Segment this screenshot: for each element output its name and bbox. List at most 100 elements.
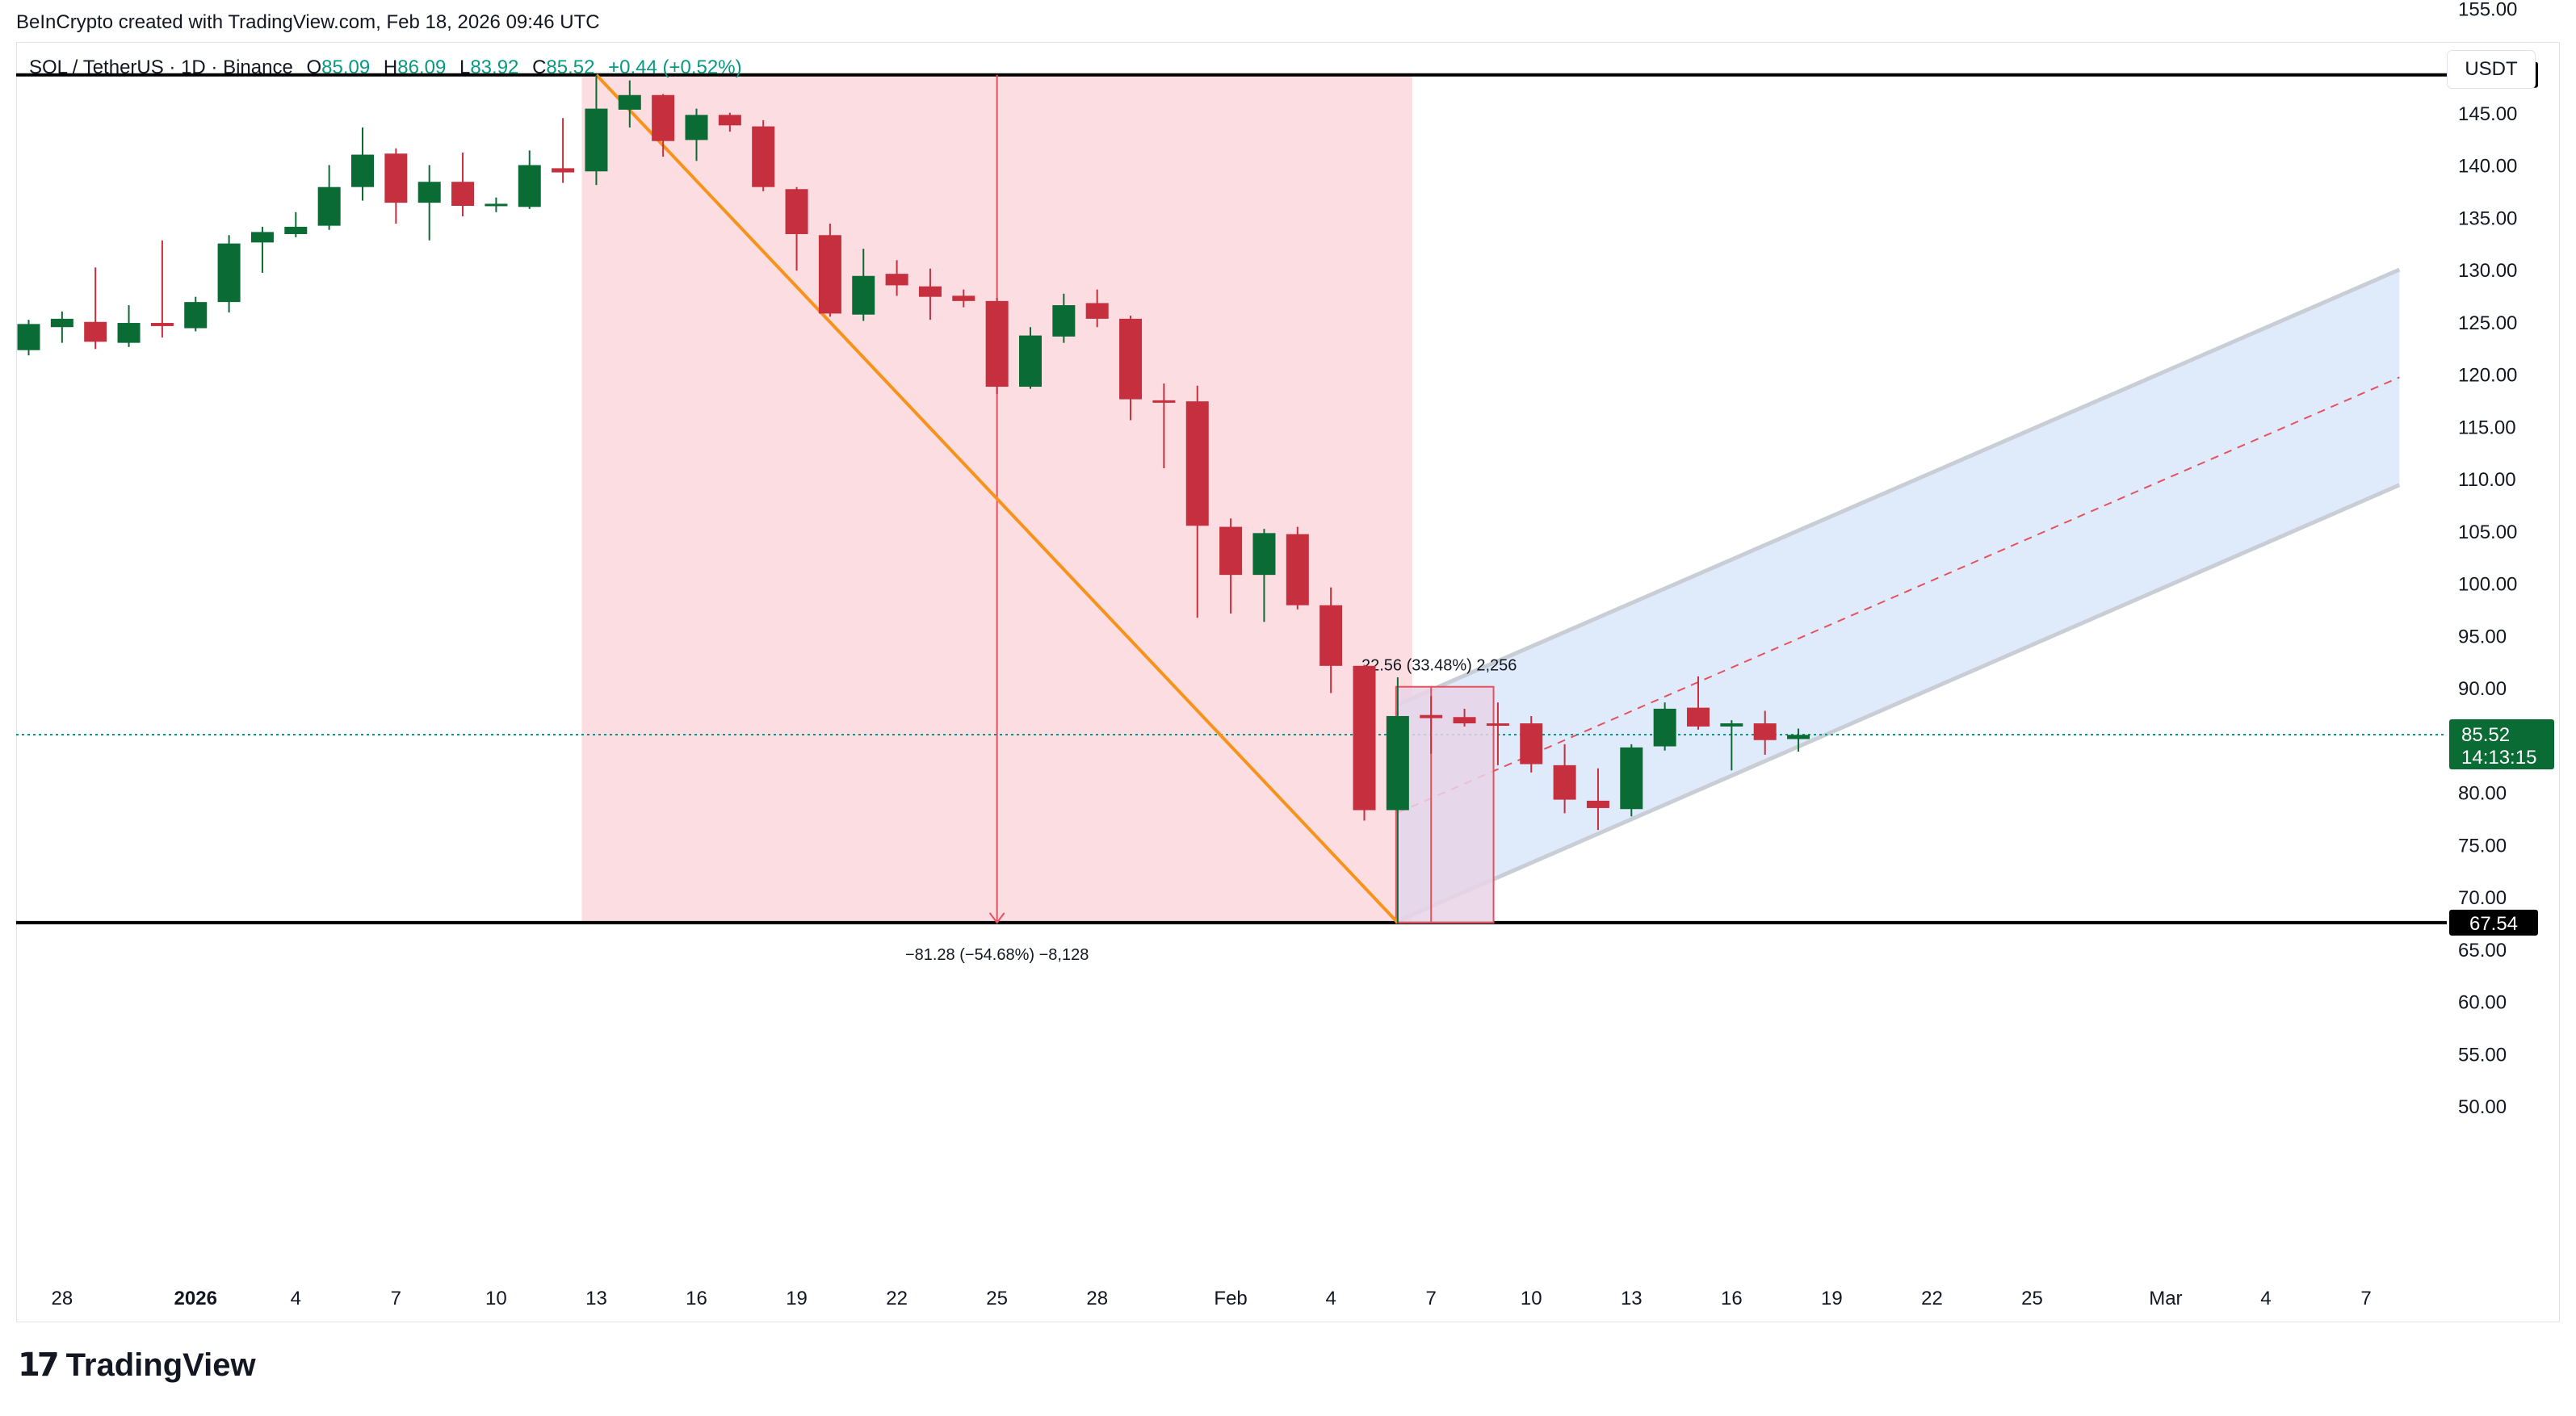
level-price-tag — [2449, 909, 2538, 936]
candle-body — [1787, 735, 1810, 739]
price-tick-label: 75.00 — [2458, 835, 2507, 857]
time-tick-label: 16 — [686, 1288, 707, 1309]
time-tick-label: 22 — [1921, 1288, 1943, 1309]
candle-body — [1520, 723, 1543, 765]
low-label: L — [459, 57, 471, 78]
time-tick-label: 7 — [2360, 1288, 2371, 1309]
candle-body — [1720, 723, 1743, 727]
level-lines-layer — [16, 73, 2447, 924]
candle-body — [1453, 717, 1476, 724]
price-tick-label: 55.00 — [2458, 1044, 2507, 1066]
candle-body — [351, 154, 374, 187]
price-tick-label: 115.00 — [2458, 417, 2516, 438]
chart-credit: BeInCrypto created with TradingView.com,… — [16, 11, 600, 33]
candle-body — [1386, 715, 1409, 811]
candle-body — [50, 318, 73, 328]
time-axis: 28 2026 4 7 10 13 16 19 22 25 28 Feb 4 7 10 13 16 19 22 25 M… — [51, 1288, 2371, 1309]
channel-median-line — [1397, 376, 2400, 814]
candle-body — [485, 203, 508, 207]
time-tick-label: Mar — [2149, 1288, 2182, 1309]
candle-body — [1586, 800, 1609, 808]
price-tick-label: 125.00 — [2458, 312, 2517, 334]
candle-body — [384, 153, 408, 203]
time-tick-label: 13 — [585, 1288, 607, 1309]
price-tick-label: 95.00 — [2458, 626, 2507, 647]
candle-body — [952, 295, 975, 301]
candles-layer — [17, 75, 1810, 924]
chart-frame — [16, 42, 2560, 1322]
price-tick-label: 105.00 — [2458, 522, 2517, 543]
time-tick-label: 16 — [1721, 1288, 1743, 1309]
candle-body — [1687, 707, 1710, 727]
bounce-measure-label: 22.56 (33.48%) 2,256 — [1361, 657, 1517, 675]
time-tick-label: 10 — [1521, 1288, 1542, 1309]
time-tick-label: 2026 — [174, 1288, 217, 1309]
channel-layer — [1396, 267, 2401, 924]
tradingview-logo[interactable]: 17 TradingView — [18, 1347, 256, 1384]
candle-body — [217, 243, 241, 303]
open-value: 85.09 — [321, 57, 371, 78]
channel-lower-line — [1396, 483, 2401, 924]
low-value: 83.92 — [470, 57, 519, 78]
candle-body — [1420, 714, 1443, 718]
candle-body — [1052, 305, 1076, 337]
orange-trendline — [594, 73, 1399, 924]
candle-body — [685, 115, 708, 140]
currency-selector[interactable]: USDT — [2447, 50, 2536, 89]
time-tick-label: 7 — [1426, 1288, 1437, 1309]
candle-body — [552, 168, 575, 173]
candle-body — [184, 302, 208, 329]
close-label: C — [532, 57, 547, 78]
candle-body — [1286, 534, 1309, 605]
candle-body — [885, 274, 908, 286]
symbol-name[interactable]: SOL / TetherUS · 1D · Binance — [29, 57, 293, 78]
candle-body — [1185, 401, 1209, 526]
tradingview-logo-text: TradingView — [65, 1347, 256, 1383]
candle-body — [1753, 723, 1777, 740]
channel-upper-line — [1396, 267, 2401, 707]
candle-body — [451, 182, 475, 207]
price-tick-label: 90.00 — [2458, 678, 2507, 700]
candle-body — [585, 108, 608, 172]
current-price-tag — [2449, 719, 2554, 770]
candle-body — [1252, 533, 1276, 576]
candle-body — [117, 323, 141, 343]
candle-body — [618, 94, 641, 110]
candle-body — [818, 235, 841, 314]
time-tick-label: 28 — [51, 1288, 73, 1309]
candle-body — [150, 323, 174, 326]
level-price-tag-text: 67.54 — [2469, 913, 2518, 935]
candle-body — [250, 232, 274, 243]
open-label: O — [306, 57, 322, 78]
candle-body — [1553, 765, 1576, 800]
candle-body — [84, 321, 107, 342]
time-tick-label: 22 — [886, 1288, 908, 1309]
candle-body — [718, 115, 741, 126]
change-value: +0.44 (+0.52%) — [608, 57, 742, 78]
candle-body — [652, 94, 675, 141]
price-tick-label: 110.00 — [2458, 469, 2516, 491]
price-tick-label: 155.00 — [2458, 0, 2517, 20]
time-tick-label: 7 — [391, 1288, 401, 1309]
price-tick-label: 135.00 — [2458, 207, 2517, 229]
price-tick-label: 100.00 — [2458, 574, 2517, 596]
price-tick-label: 145.00 — [2458, 103, 2517, 125]
measure-layer: 22.56 (33.48%) 2,256 −81.28 (−54.68%) −8,… — [594, 73, 1517, 964]
drop-measure-label: −81.28 (−54.68%) −8,128 — [905, 946, 1089, 964]
time-tick-label: 19 — [1821, 1288, 1843, 1309]
current-price-tag-text: 85.52 — [2461, 724, 2510, 746]
price-tick-label: 50.00 — [2458, 1096, 2507, 1118]
price-tick-label: 60.00 — [2458, 992, 2507, 1014]
candle-body — [1019, 335, 1042, 388]
candle-body — [985, 300, 1009, 388]
drop-measure-arrowhead — [988, 912, 1005, 924]
bounce-measure-box — [1395, 685, 1495, 924]
time-tick-label: 13 — [1621, 1288, 1643, 1309]
candle-body — [1085, 303, 1109, 319]
time-tick-label: 4 — [291, 1288, 301, 1309]
candle-body — [284, 226, 308, 234]
bar-countdown-text: 14:13:15 — [2461, 747, 2536, 769]
candle-body — [785, 189, 808, 234]
